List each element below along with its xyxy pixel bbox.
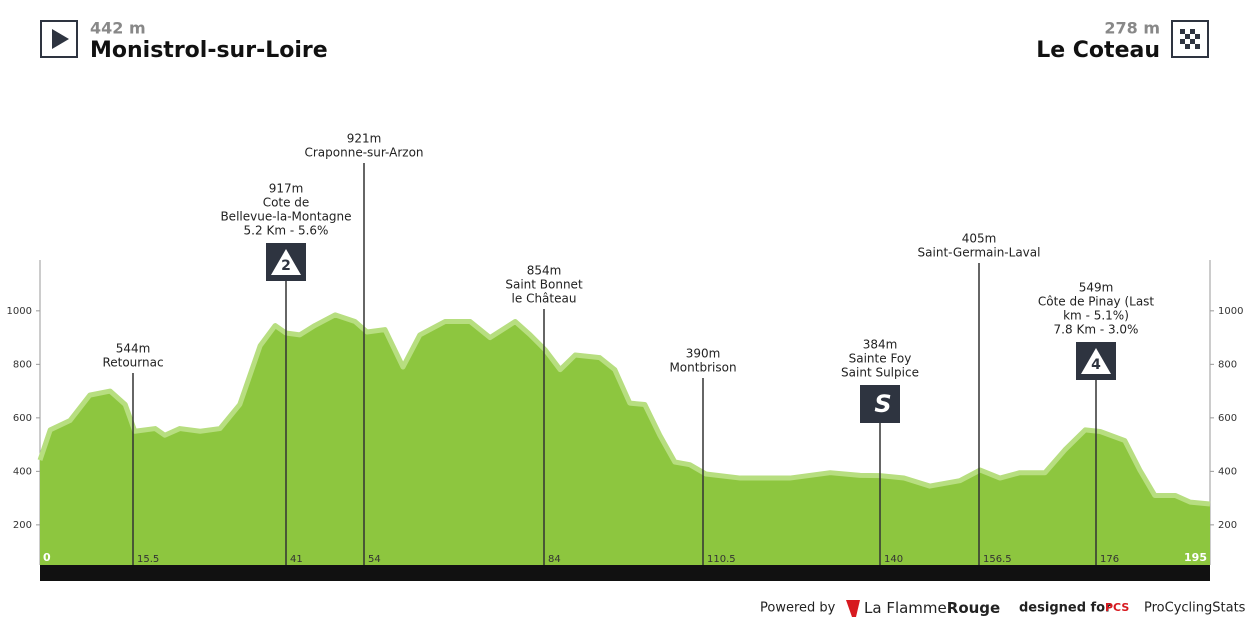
- waypoint-label: Craponne-sur-Arzon: [304, 146, 423, 160]
- footer-site: ProCyclingStats: [1144, 601, 1246, 616]
- waypoint-icon-label: S: [874, 390, 891, 418]
- waypoint-km: 176: [1100, 554, 1119, 565]
- finish-altitude: 278 m: [1104, 19, 1160, 38]
- waypoint-label: Sainte Foy: [849, 352, 912, 366]
- footer-brand: La FlammeRouge: [864, 599, 1000, 617]
- waypoint-label: 5.2 Km - 5.6%: [244, 224, 329, 238]
- waypoint-icon-triangle: [1081, 348, 1111, 374]
- waypoint-label: Montbrison: [669, 361, 736, 375]
- brand-part: Rouge: [947, 599, 1000, 617]
- y-tick-label: 600: [1218, 413, 1237, 424]
- y-tick-label: 400: [1218, 466, 1237, 477]
- start-icon: [40, 20, 78, 58]
- y-tick-label: 1000: [7, 306, 32, 317]
- waypoint-label: 921m: [347, 132, 382, 146]
- waypoint-icon-label: 2: [281, 258, 291, 274]
- waypoint-label: 384m: [863, 338, 898, 352]
- waypoint-label: 854m: [527, 264, 562, 278]
- waypoint-km: 41: [290, 554, 303, 565]
- brand-part: La Flamme: [864, 599, 947, 617]
- waypoint-label: 405m: [962, 232, 997, 246]
- y-tick-label: 200: [1218, 520, 1237, 531]
- waypoint-icon: [860, 385, 900, 423]
- finish-icon: [1171, 20, 1209, 58]
- elevation-ridge: [37, 312, 1211, 507]
- finish-flag: [1180, 29, 1200, 49]
- waypoint-km: 110.5: [707, 554, 736, 565]
- start-name: Monistrol-sur-Loire: [90, 38, 328, 63]
- y-tick-label: 200: [13, 520, 32, 531]
- waypoint-icon-triangle: [271, 249, 301, 275]
- waypoint-label: Saint Sulpice: [841, 366, 919, 380]
- waypoint-km: 15.5: [137, 554, 159, 565]
- waypoint-label: 917m: [269, 182, 304, 196]
- waypoint-icon-label: 4: [1091, 357, 1101, 373]
- waypoint-label: km - 5.1%): [1063, 309, 1129, 323]
- km-end: 195: [1184, 551, 1207, 564]
- start-altitude: 442 m: [90, 19, 146, 38]
- waypoint-label: 390m: [686, 347, 721, 361]
- waypoint-label: Cote de: [263, 196, 310, 210]
- waypoint-label: Côte de Pinay (Last: [1038, 295, 1155, 309]
- waypoint-km: 140: [884, 554, 903, 565]
- y-tick-label: 600: [13, 413, 32, 424]
- km-start: 0: [43, 551, 51, 564]
- waypoint-label: Bellevue-la-Montagne: [220, 210, 351, 224]
- finish-name: Le Coteau: [1036, 38, 1160, 63]
- footer-designed: designed for: [1019, 601, 1112, 616]
- waypoint-label: 544m: [116, 342, 151, 356]
- y-tick-label: 1000: [1218, 306, 1243, 317]
- waypoint-label: 549m: [1079, 281, 1114, 295]
- flamme-logo: [846, 600, 860, 617]
- waypoint-label: Retournac: [102, 356, 163, 370]
- waypoint-km: 84: [548, 554, 561, 565]
- elevation-area: [40, 314, 1210, 565]
- footer-pcs: PCS: [1105, 601, 1129, 614]
- footer-powered: Powered by: [760, 601, 836, 616]
- y-tick-label: 800: [13, 359, 32, 370]
- waypoint-label: Saint-Germain-Laval: [918, 246, 1041, 260]
- waypoint-label: 7.8 Km - 3.0%: [1054, 323, 1139, 337]
- y-tick-label: 800: [1218, 359, 1237, 370]
- y-tick-label: 400: [13, 466, 32, 477]
- waypoint-km: 156.5: [983, 554, 1012, 565]
- waypoint-label: le Château: [512, 292, 577, 306]
- baseline-bar: [40, 565, 1210, 581]
- waypoint-label: Saint Bonnet: [505, 278, 583, 292]
- start-icon-arrow: [52, 29, 69, 49]
- waypoint-km: 54: [368, 554, 381, 565]
